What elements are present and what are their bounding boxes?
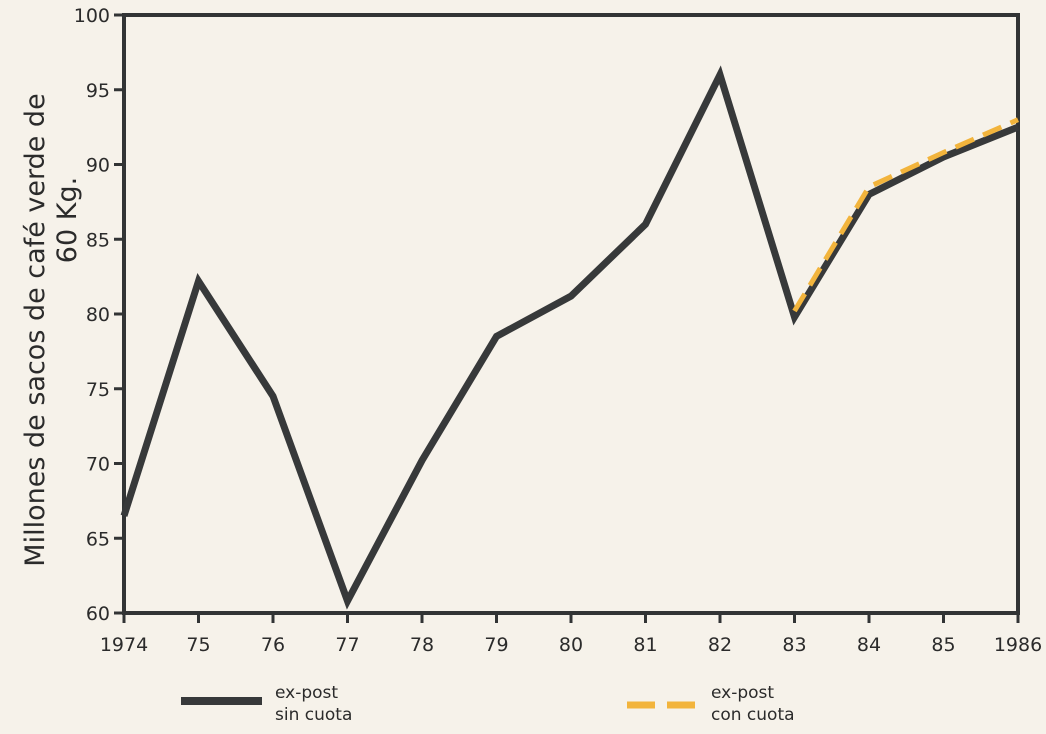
x-tick-label-1986: 1986 xyxy=(994,634,1042,656)
y-tick-label-60: 60 xyxy=(86,603,110,625)
legend-label-sin-cuota-line2: sin cuota xyxy=(275,705,352,725)
x-tick-label-83: 83 xyxy=(782,634,806,656)
x-tick-label-76: 76 xyxy=(261,634,285,656)
x-tick-label-75: 75 xyxy=(186,634,210,656)
legend-label-con-cuota-line1: ex-post xyxy=(711,683,774,703)
legend-label-con-cuota-line2: con cuota xyxy=(711,705,795,725)
y-axis-label-line1: Millones de sacos de café verde de xyxy=(20,93,51,566)
legend-label-sin-cuota-line1: ex-post xyxy=(275,683,338,703)
x-tick-label-1974: 1974 xyxy=(100,634,148,656)
series-line-con-cuota xyxy=(792,117,1020,313)
x-tick-label-77: 77 xyxy=(335,634,359,656)
y-tick-label-75: 75 xyxy=(86,379,110,401)
x-tick-label-80: 80 xyxy=(559,634,583,656)
y-tick-label-80: 80 xyxy=(86,304,110,326)
y-tick-label-100: 100 xyxy=(74,5,110,27)
x-tick-label-84: 84 xyxy=(857,634,881,656)
plot-frame xyxy=(122,13,1020,615)
x-tick-label-81: 81 xyxy=(633,634,657,656)
x-tick-label-85: 85 xyxy=(931,634,955,656)
x-tick-label-82: 82 xyxy=(708,634,732,656)
y-axis-label-line2: 60 Kg. xyxy=(52,177,83,263)
x-tick-label-79: 79 xyxy=(484,634,508,656)
y-tick-label-65: 65 xyxy=(86,528,110,550)
series-line-sin-cuota xyxy=(120,65,1020,610)
x-tick-label-78: 78 xyxy=(410,634,434,656)
y-tick-label-70: 70 xyxy=(86,454,110,476)
y-tick-label-95: 95 xyxy=(86,80,110,102)
y-tick-label-90: 90 xyxy=(86,155,110,177)
y-tick-label-85: 85 xyxy=(86,229,110,251)
